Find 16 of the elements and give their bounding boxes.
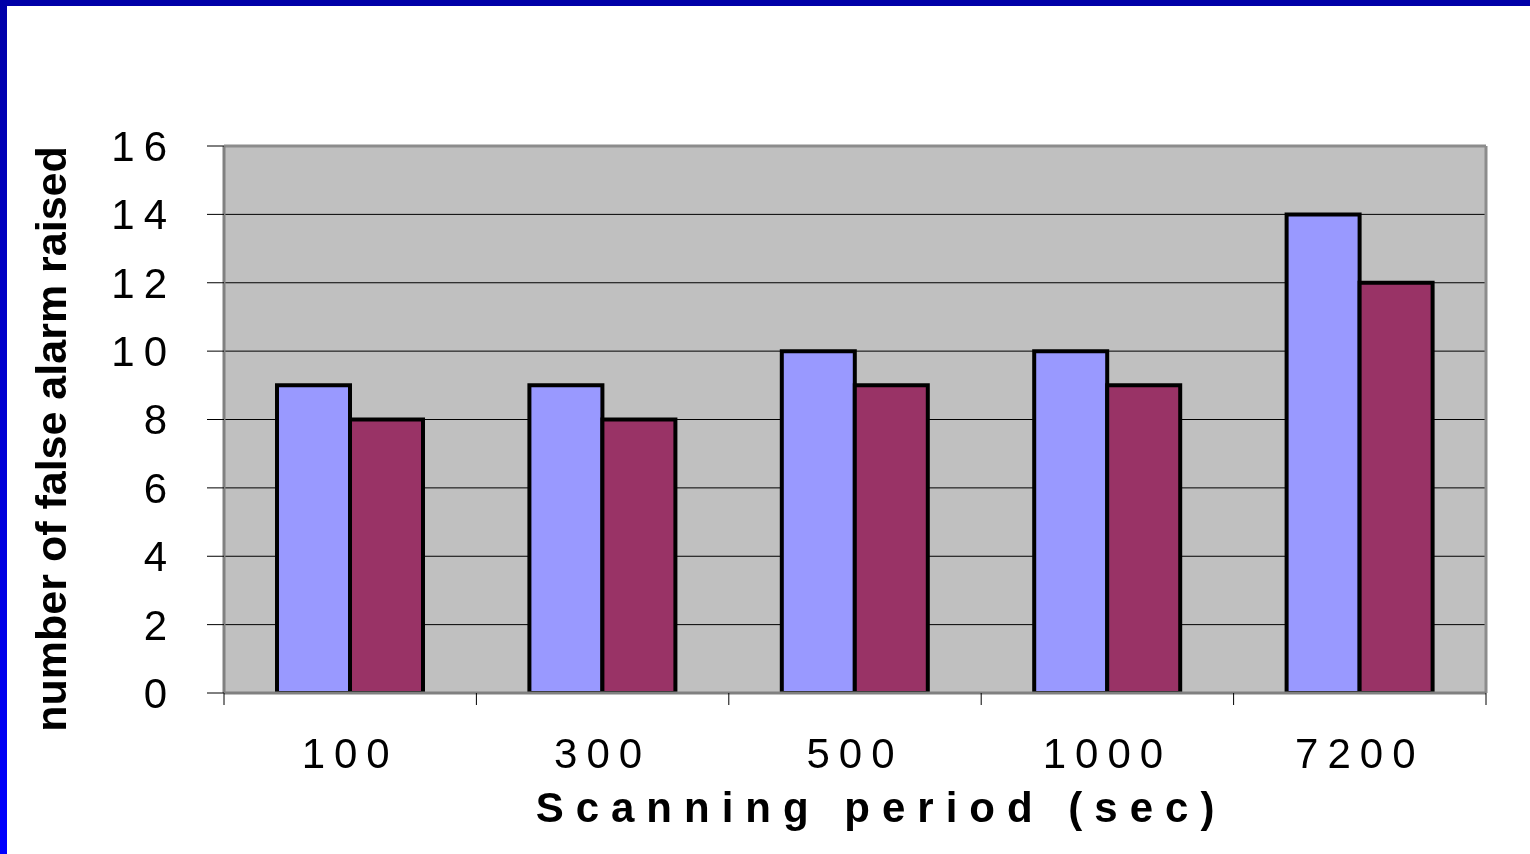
x-tick-label: 500 [806, 729, 904, 777]
y-tick-label: 0 [143, 669, 176, 717]
y-tick-label: 6 [143, 464, 176, 512]
x-tick-label: 300 [554, 729, 652, 777]
y-tick-label: 14 [111, 191, 176, 239]
x-tick-label: 1000 [1042, 729, 1173, 777]
y-tick-label: 2 [143, 601, 176, 649]
y-axis-title: number of false alarm raised [26, 146, 75, 732]
y-tick-label: 8 [143, 396, 176, 444]
x-axis-title: Scanning period (sec) [535, 784, 1227, 831]
y-tick-label: 10 [111, 328, 176, 376]
y-tick-label: 12 [111, 259, 176, 307]
x-tick-label: 100 [301, 729, 399, 777]
y-tick-label: 4 [143, 533, 176, 581]
x-tick-label: 7200 [1295, 729, 1425, 777]
y-tick-label: 16 [111, 122, 176, 170]
